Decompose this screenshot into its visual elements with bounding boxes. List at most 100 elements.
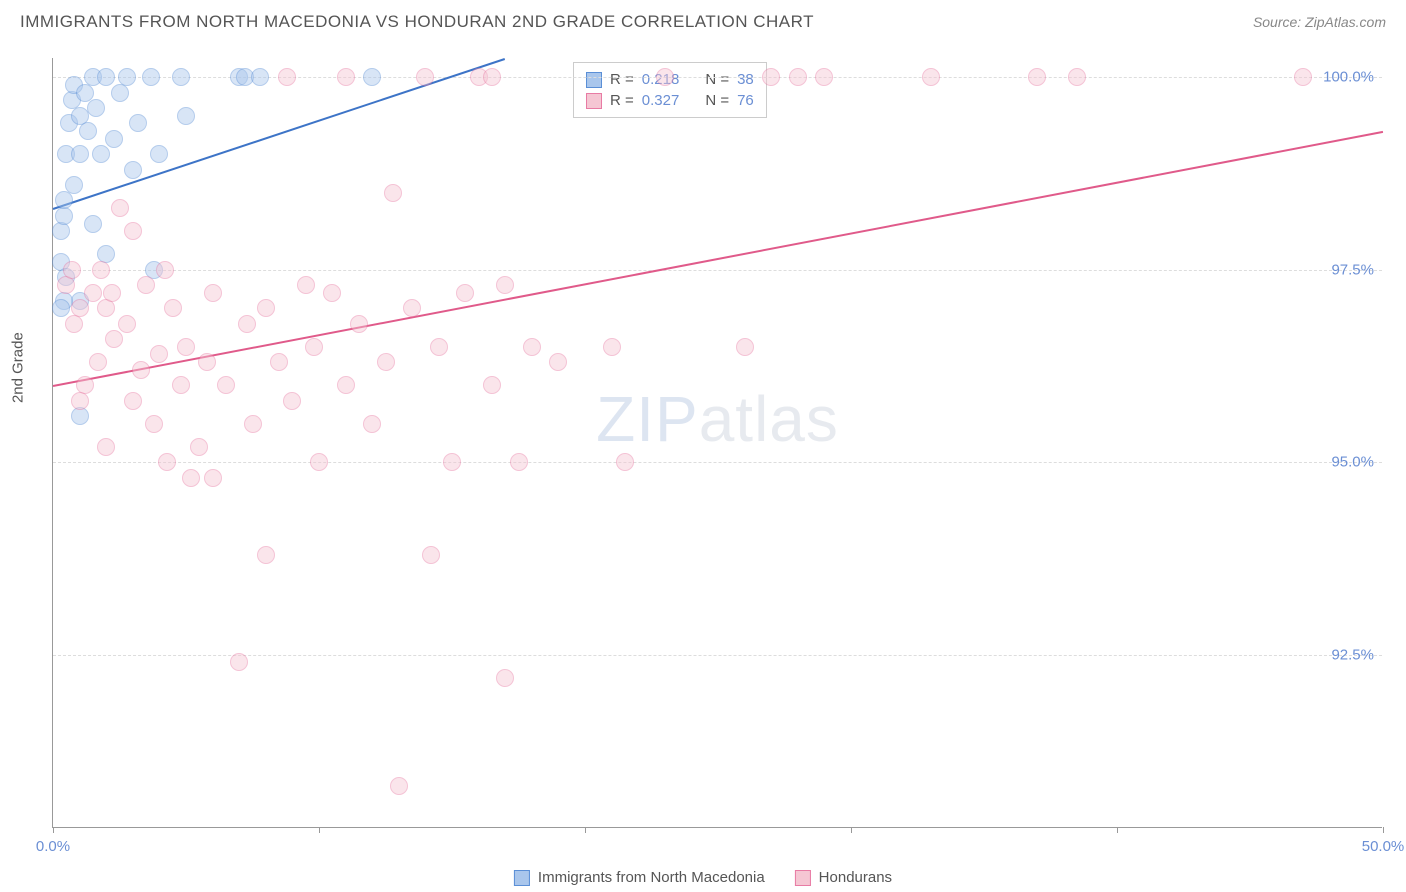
- scatter-point-macedonia: [177, 107, 195, 125]
- scatter-point-hondurans: [1028, 68, 1046, 86]
- scatter-point-hondurans: [190, 438, 208, 456]
- scatter-point-hondurans: [97, 299, 115, 317]
- scatter-point-macedonia: [111, 84, 129, 102]
- x-tick: [53, 827, 54, 833]
- scatter-point-hondurans: [198, 353, 216, 371]
- scatter-point-hondurans: [132, 361, 150, 379]
- scatter-point-hondurans: [363, 415, 381, 433]
- legend-swatch-hondurans: [586, 93, 602, 109]
- scatter-point-hondurans: [384, 184, 402, 202]
- y-tick-label: 92.5%: [1331, 646, 1374, 663]
- series-legend: Immigrants from North Macedonia Honduran…: [514, 869, 892, 886]
- watermark-atlas: atlas: [699, 383, 839, 455]
- scatter-point-macedonia: [52, 299, 70, 317]
- watermark: ZIPatlas: [596, 382, 839, 456]
- scatter-point-hondurans: [815, 68, 833, 86]
- scatter-point-macedonia: [124, 161, 142, 179]
- legend-label: Hondurans: [819, 869, 892, 886]
- x-tick: [585, 827, 586, 833]
- legend-swatch-macedonia: [586, 72, 602, 88]
- legend-swatch-macedonia: [514, 870, 530, 886]
- r-label: R =: [610, 92, 634, 109]
- scatter-point-hondurans: [403, 299, 421, 317]
- scatter-point-macedonia: [172, 68, 190, 86]
- scatter-point-hondurans: [297, 276, 315, 294]
- scatter-point-hondurans: [84, 284, 102, 302]
- source-name: ZipAtlas.com: [1305, 14, 1386, 30]
- scatter-point-hondurans: [270, 353, 288, 371]
- scatter-point-hondurans: [762, 68, 780, 86]
- scatter-point-hondurans: [483, 376, 501, 394]
- scatter-point-hondurans: [523, 338, 541, 356]
- scatter-point-macedonia: [92, 145, 110, 163]
- r-label: R =: [610, 71, 634, 88]
- y-tick-label: 100.0%: [1323, 69, 1374, 86]
- scatter-point-hondurans: [124, 222, 142, 240]
- n-label: N =: [705, 92, 729, 109]
- scatter-point-hondurans: [204, 469, 222, 487]
- scatter-point-hondurans: [350, 315, 368, 333]
- scatter-point-hondurans: [97, 438, 115, 456]
- scatter-point-macedonia: [65, 176, 83, 194]
- x-tick-label: 50.0%: [1362, 838, 1405, 855]
- scatter-point-hondurans: [89, 353, 107, 371]
- scatter-point-hondurans: [57, 276, 75, 294]
- scatter-point-hondurans: [244, 415, 262, 433]
- legend-row-hondurans: R = 0.327 N = 76: [586, 90, 754, 111]
- y-tick-label: 97.5%: [1331, 261, 1374, 278]
- x-tick: [1383, 827, 1384, 833]
- watermark-zip: ZIP: [596, 383, 699, 455]
- scatter-point-hondurans: [230, 653, 248, 671]
- legend-item-macedonia: Immigrants from North Macedonia: [514, 869, 765, 886]
- scatter-point-macedonia: [142, 68, 160, 86]
- scatter-point-hondurans: [789, 68, 807, 86]
- scatter-point-macedonia: [55, 191, 73, 209]
- scatter-point-hondurans: [443, 453, 461, 471]
- scatter-point-hondurans: [616, 453, 634, 471]
- scatter-point-macedonia: [251, 68, 269, 86]
- scatter-point-macedonia: [84, 215, 102, 233]
- n-value: 38: [737, 71, 754, 88]
- scatter-point-macedonia: [52, 222, 70, 240]
- scatter-point-hondurans: [257, 546, 275, 564]
- chart-title: IMMIGRANTS FROM NORTH MACEDONIA VS HONDU…: [20, 12, 814, 32]
- scatter-point-hondurans: [323, 284, 341, 302]
- trend-line-hondurans: [53, 131, 1383, 387]
- scatter-point-hondurans: [158, 453, 176, 471]
- scatter-point-hondurans: [118, 315, 136, 333]
- legend-swatch-hondurans: [795, 870, 811, 886]
- scatter-point-hondurans: [422, 546, 440, 564]
- scatter-point-hondurans: [156, 261, 174, 279]
- chart-header: IMMIGRANTS FROM NORTH MACEDONIA VS HONDU…: [0, 0, 1406, 40]
- scatter-point-hondurans: [656, 68, 674, 86]
- scatter-point-hondurans: [456, 284, 474, 302]
- scatter-point-hondurans: [337, 68, 355, 86]
- scatter-point-hondurans: [337, 376, 355, 394]
- scatter-point-hondurans: [257, 299, 275, 317]
- x-tick-label: 0.0%: [36, 838, 70, 855]
- scatter-point-hondurans: [549, 353, 567, 371]
- y-axis-label: 2nd Grade: [10, 332, 27, 403]
- source-prefix: Source:: [1253, 14, 1305, 30]
- n-label: N =: [705, 71, 729, 88]
- scatter-point-macedonia: [118, 68, 136, 86]
- scatter-point-hondurans: [177, 338, 195, 356]
- scatter-point-macedonia: [363, 68, 381, 86]
- scatter-point-hondurans: [305, 338, 323, 356]
- n-value: 76: [737, 92, 754, 109]
- scatter-point-hondurans: [510, 453, 528, 471]
- scatter-point-hondurans: [496, 276, 514, 294]
- scatter-point-hondurans: [63, 261, 81, 279]
- y-tick-label: 95.0%: [1331, 454, 1374, 471]
- scatter-point-macedonia: [129, 114, 147, 132]
- scatter-point-hondurans: [105, 330, 123, 348]
- x-tick: [1117, 827, 1118, 833]
- scatter-point-hondurans: [416, 68, 434, 86]
- scatter-point-hondurans: [603, 338, 621, 356]
- scatter-point-hondurans: [278, 68, 296, 86]
- scatter-point-hondurans: [71, 299, 89, 317]
- scatter-point-hondurans: [103, 284, 121, 302]
- scatter-point-macedonia: [55, 207, 73, 225]
- source-attribution: Source: ZipAtlas.com: [1253, 14, 1386, 30]
- legend-item-hondurans: Hondurans: [795, 869, 892, 886]
